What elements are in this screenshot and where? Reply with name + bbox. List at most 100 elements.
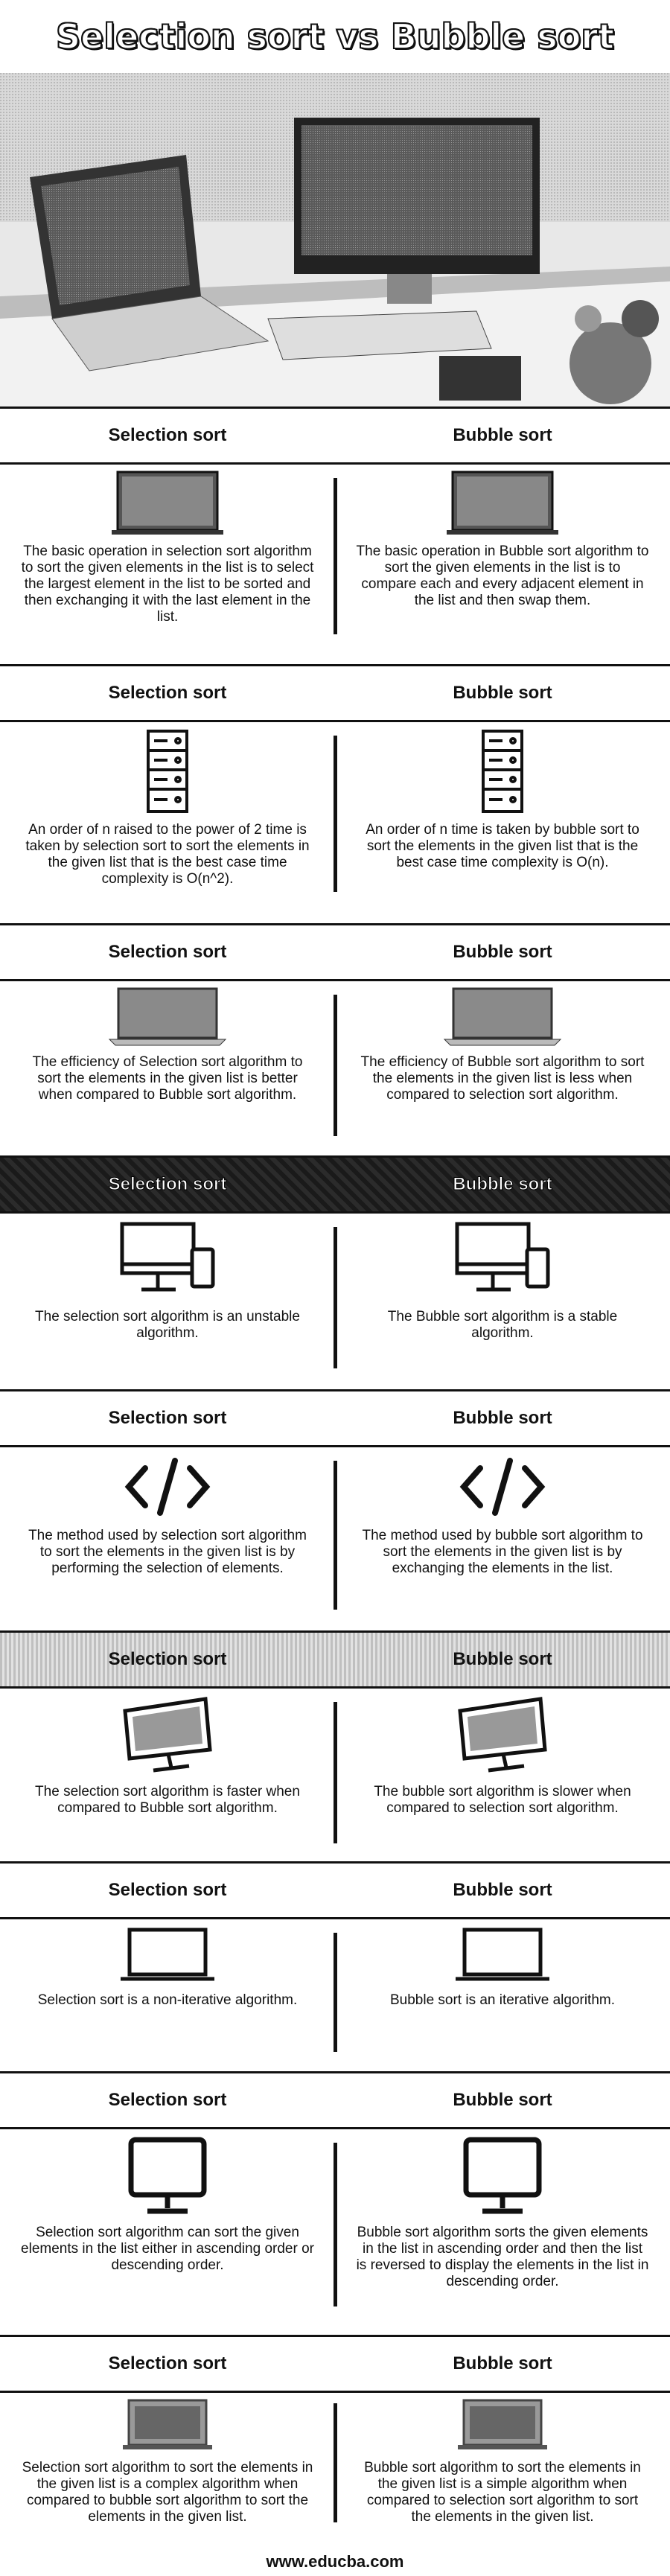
cell-right: The bubble sort algorithm is slower when…: [335, 1689, 670, 1861]
cell-text: Bubble sort is an iterative algorithm.: [389, 1992, 616, 2008]
header-left: Selection sort: [108, 1649, 227, 1669]
cell-right: The method used by bubble sort algorithm…: [335, 1447, 670, 1630]
comparison-row: The basic operation in selection sort al…: [0, 465, 670, 664]
monitor-tilted-icon: [119, 1695, 216, 1776]
comparison-row: The efficiency of Selection sort algorit…: [0, 981, 670, 1155]
desktop-phone-icon: [454, 1220, 551, 1301]
header-left-label: Selection sort: [108, 1174, 227, 1195]
column-divider: [334, 2143, 337, 2306]
cell-right: Bubble sort is an iterative algorithm.: [335, 1919, 670, 2071]
header-right: Bubble sort: [453, 1649, 552, 1669]
cell-right: The Bubble sort algorithm is a stable al…: [335, 1214, 670, 1389]
header-right: Bubble sort: [453, 942, 552, 962]
comparison-row: Selection sort algorithm can sort the gi…: [0, 2129, 670, 2335]
cell-text: Selection sort is a non-iterative algori…: [37, 1992, 298, 2008]
cell-left: Selection sort algorithm to sort the ele…: [0, 2393, 335, 2542]
cell-text: The basic operation in Bubble sort algor…: [356, 543, 649, 608]
cell-right: Bubble sort algorithm to sort the elemen…: [335, 2393, 670, 2542]
cell-left: Selection sort algorithm can sort the gi…: [0, 2129, 335, 2335]
header-left: Selection sort: [108, 2090, 227, 2110]
cell-text: An order of n time is taken by bubble so…: [366, 822, 639, 870]
cell-text: The Bubble sort algorithm is a stable al…: [387, 1309, 618, 1341]
server-icon: [145, 728, 190, 814]
cell-text: The method used by selection sort algori…: [28, 1528, 307, 1576]
header-left: Selection sort: [108, 1880, 227, 1900]
notebook-icon: [108, 987, 227, 1047]
comparison-row: An order of n raised to the power of 2 t…: [0, 722, 670, 923]
cell-right: The efficiency of Bubble sort algorithm …: [335, 981, 670, 1155]
monitor-icon: [462, 2135, 543, 2217]
column-divider: [334, 1461, 337, 1610]
column-divider: [334, 995, 337, 1136]
comparison-header: Selection sort Bubble sort: [0, 1155, 670, 1214]
header-left: Selection sort: [108, 425, 227, 445]
title-bar: Selection sort vs Bubble sort: [0, 0, 670, 73]
header-right: Bubble sort: [453, 425, 552, 445]
cell-text: Bubble sort algorithm sorts the given el…: [356, 2225, 649, 2289]
cell-text: The basic operation in selection sort al…: [21, 543, 314, 625]
comparison-header: Selection sort Bubble sort: [0, 923, 670, 981]
cell-text: The bubble sort algorithm is slower when…: [374, 1784, 631, 1816]
column-divider: [334, 736, 337, 892]
comparison-header: Selection sort Bubble sort: [0, 1389, 670, 1447]
notebook-icon: [443, 987, 562, 1047]
cell-text: The method used by bubble sort algorithm…: [362, 1528, 643, 1576]
monitor-tilted-icon: [454, 1695, 551, 1776]
header-right: Bubble sort: [453, 2353, 552, 2373]
page-title: Selection sort vs Bubble sort: [55, 16, 615, 57]
comparison-row: The selection sort algorithm is faster w…: [0, 1689, 670, 1861]
comparison-row: Selection sort is a non-iterative algori…: [0, 1919, 670, 2071]
cell-text: The selection sort algorithm is an unsta…: [35, 1309, 300, 1341]
laptop-screen-icon: [123, 2399, 212, 2452]
desk-setup-illustration: [0, 73, 670, 407]
cell-right: Bubble sort algorithm sorts the given el…: [335, 2129, 670, 2335]
footer-website: www.educba.com: [266, 2552, 404, 2571]
cell-text: Selection sort algorithm can sort the gi…: [21, 2225, 314, 2273]
comparison-header: Selection sort Bubble sort: [0, 2335, 670, 2393]
header-right-label: Bubble sort: [453, 1174, 552, 1195]
header-right: Bubble sort: [453, 2090, 552, 2110]
comparison-header: Selection sort Bubble sort: [0, 407, 670, 465]
comparison-header: Selection sort Bubble sort: [0, 664, 670, 722]
column-divider: [334, 2403, 337, 2522]
column-divider: [334, 1227, 337, 1368]
cell-text: An order of n raised to the power of 2 t…: [25, 822, 310, 887]
comparison-row: The method used by selection sort algori…: [0, 1447, 670, 1630]
small-laptop-icon: [454, 1925, 551, 1985]
hero-image: [0, 73, 670, 407]
server-icon: [480, 728, 525, 814]
laptop-screen-icon: [458, 2399, 547, 2452]
desktop-phone-icon: [119, 1220, 216, 1301]
cell-text: Bubble sort algorithm to sort the elemen…: [364, 2460, 641, 2525]
code-icon: [458, 1453, 547, 1520]
laptop-icon: [112, 471, 223, 536]
header-right: Bubble sort: [335, 1174, 670, 1195]
cell-text: The selection sort algorithm is faster w…: [35, 1784, 300, 1816]
column-divider: [334, 478, 337, 634]
laptop-icon: [447, 471, 558, 536]
cell-left: An order of n raised to the power of 2 t…: [0, 722, 335, 923]
cell-right: An order of n time is taken by bubble so…: [335, 722, 670, 923]
header-right: Bubble sort: [453, 1880, 552, 1900]
monitor-icon: [127, 2135, 208, 2217]
header-left: Selection sort: [0, 1174, 335, 1195]
code-icon: [123, 1453, 212, 1520]
cell-right: The basic operation in Bubble sort algor…: [335, 465, 670, 664]
comparison-header: Selection sort Bubble sort: [0, 1630, 670, 1689]
cell-text: Selection sort algorithm to sort the ele…: [22, 2460, 313, 2525]
cell-left: The selection sort algorithm is faster w…: [0, 1689, 335, 1861]
header-right: Bubble sort: [453, 1408, 552, 1428]
comparison-header: Selection sort Bubble sort: [0, 2071, 670, 2129]
cell-text: The efficiency of Selection sort algorit…: [32, 1054, 303, 1103]
comparison-row: Selection sort algorithm to sort the ele…: [0, 2393, 670, 2542]
column-divider: [334, 1702, 337, 1843]
cell-left: Selection sort is a non-iterative algori…: [0, 1919, 335, 2071]
header-left: Selection sort: [108, 1408, 227, 1428]
cell-left: The selection sort algorithm is an unsta…: [0, 1214, 335, 1389]
header-left: Selection sort: [108, 683, 227, 703]
comparison-row: The selection sort algorithm is an unsta…: [0, 1214, 670, 1389]
header-right: Bubble sort: [453, 683, 552, 703]
small-laptop-icon: [119, 1925, 216, 1985]
cell-left: The efficiency of Selection sort algorit…: [0, 981, 335, 1155]
